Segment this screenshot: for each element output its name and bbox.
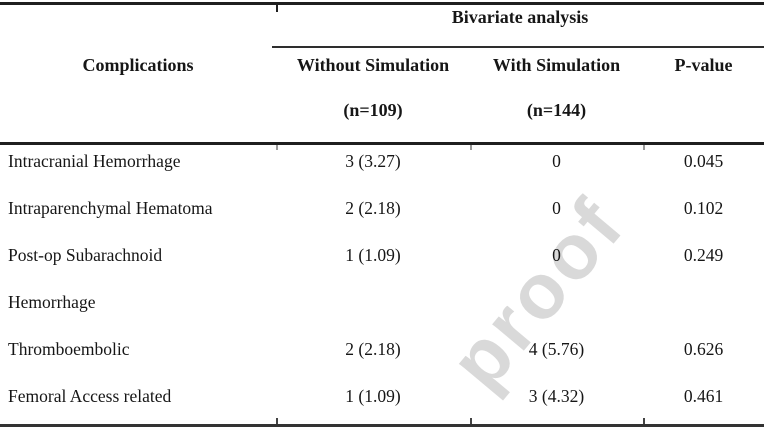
cell-with: 3 (4.32)	[528, 386, 585, 406]
cell-with: 4 (5.76)	[528, 339, 585, 359]
cell-with: 0	[552, 245, 561, 265]
column-divider-tick	[643, 418, 645, 424]
table-bottom-border	[0, 424, 764, 427]
column-header-complications: Complications	[82, 55, 194, 75]
cell-p-value: 0.102	[683, 198, 724, 218]
row-label: Intraparenchymal Hematoma	[8, 198, 213, 218]
cell-without: 2 (2.18)	[345, 339, 401, 359]
cell-with: 0	[552, 151, 561, 171]
spanner-underline	[272, 46, 764, 48]
cell-with: 0	[552, 198, 561, 218]
row-label: Thromboembolic	[8, 339, 130, 359]
table-row: Intraparenchymal Hematoma 2 (2.18) 0 0.1…	[0, 197, 764, 244]
row-label: Femoral Access related	[8, 386, 172, 406]
row-label: Post-op Subarachnoid	[8, 245, 163, 265]
cell-p-value: 0.249	[683, 245, 724, 265]
column-divider-tick	[470, 145, 472, 150]
cell-without: 3 (3.27)	[345, 151, 401, 171]
cell-p-value: 0.045	[683, 151, 724, 171]
column-divider-tick	[470, 418, 472, 424]
column-divider-tick	[276, 145, 278, 150]
cell-without: 2 (2.18)	[345, 198, 401, 218]
subheader-without-n: (n=109)	[343, 100, 403, 120]
cell-without: 1 (1.09)	[345, 386, 401, 406]
table-row: Thromboembolic 2 (2.18) 4 (5.76) 0.626	[0, 338, 764, 385]
table-row: Post-op Subarachnoid 1 (1.09) 0 0.249	[0, 244, 764, 291]
column-divider-tick	[276, 5, 278, 12]
row-label: Hemorrhage	[8, 292, 96, 312]
cell-p-value: 0.626	[683, 339, 724, 359]
column-header-p-value: P-value	[674, 55, 733, 75]
column-divider-tick	[643, 145, 645, 150]
table-row: Hemorrhage	[0, 291, 764, 338]
table-row: Femoral Access related 1 (1.09) 3 (4.32)…	[0, 385, 764, 432]
column-header-without-simulation: Without Simulation	[296, 55, 450, 75]
table-top-border	[0, 2, 764, 5]
table-row: Intracranial Hemorrhage 3 (3.27) 0 0.045	[0, 150, 764, 197]
column-header-with-simulation: With Simulation	[492, 55, 621, 75]
cell-p-value: 0.461	[683, 386, 724, 406]
header-bottom-border	[0, 142, 764, 145]
spanner-header-bivariate-analysis: Bivariate analysis	[451, 7, 589, 27]
cell-without: 1 (1.09)	[345, 245, 401, 265]
row-label: Intracranial Hemorrhage	[8, 151, 181, 171]
subheader-with-n: (n=144)	[526, 100, 587, 120]
column-divider-tick	[276, 418, 278, 424]
